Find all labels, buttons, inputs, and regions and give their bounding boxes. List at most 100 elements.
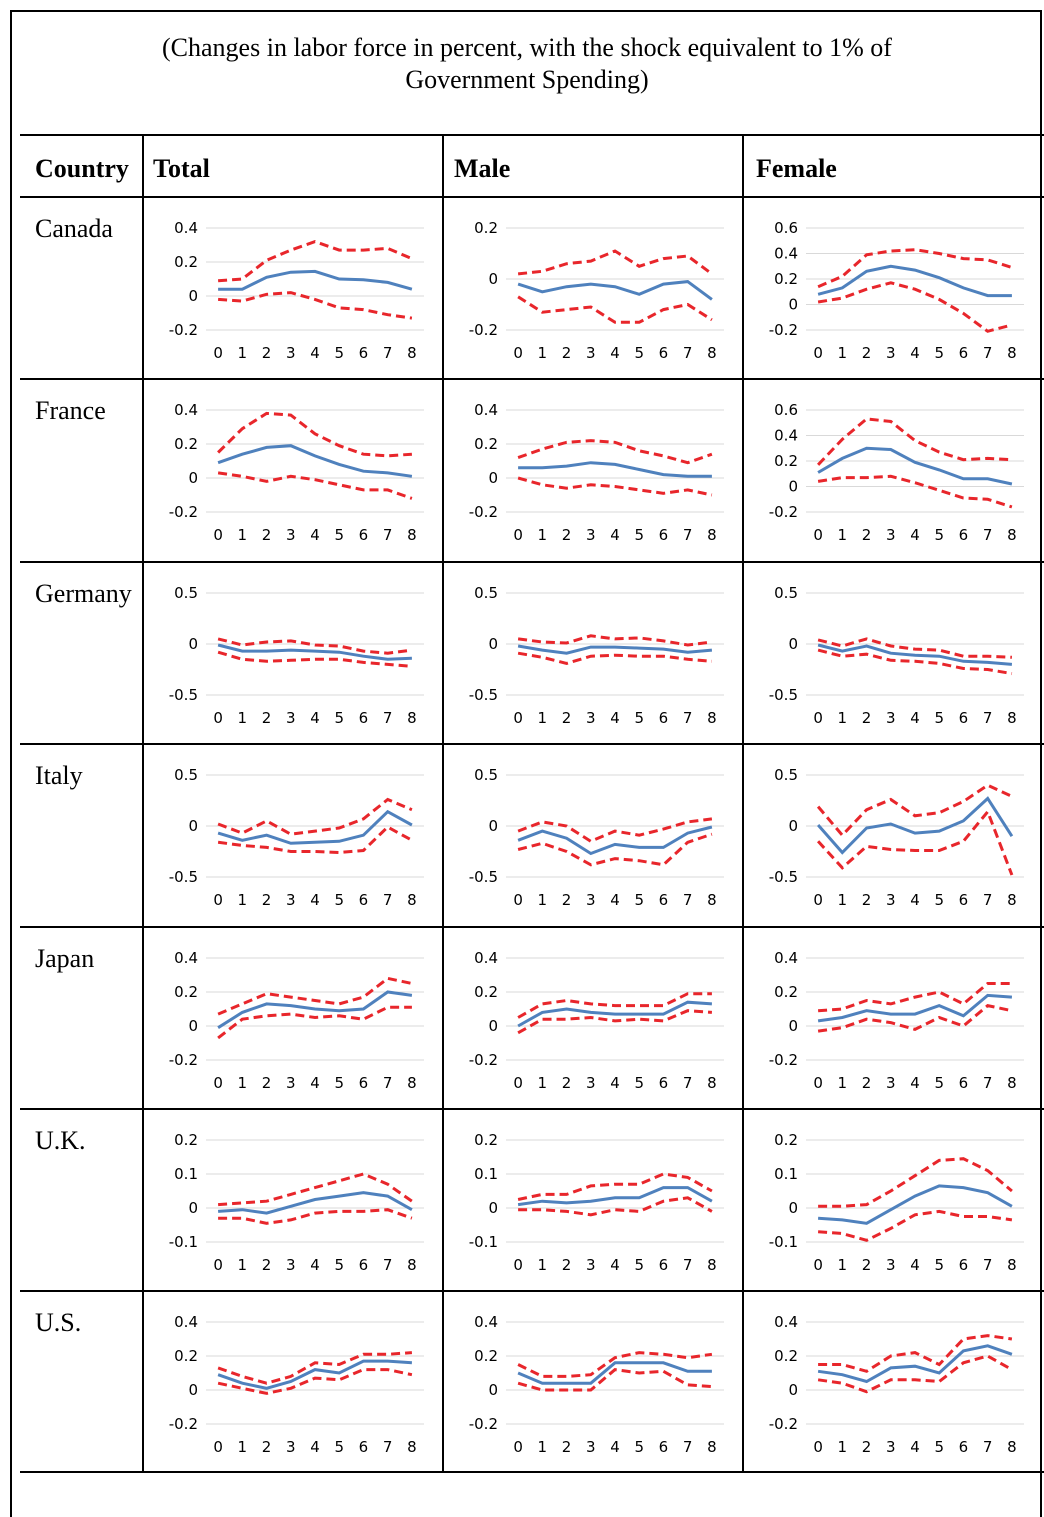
x-tick-label: 0: [813, 526, 823, 544]
y-tick-label: 0.6: [774, 219, 798, 237]
x-tick-label: 8: [407, 709, 417, 727]
lower-band-line: [817, 648, 1013, 675]
x-tick-label: 5: [934, 344, 944, 362]
x-tick-label: 7: [683, 526, 693, 544]
y-tick-label: 0.5: [174, 584, 198, 602]
x-tick-label: 5: [334, 891, 344, 909]
x-tick-label: 3: [586, 891, 596, 909]
x-tick-label: 7: [383, 1438, 393, 1456]
chart-u-s-total: 0.40.20-0.20 1 2 3 4 5 6 7 8: [169, 1313, 424, 1456]
chart-italy-male: 0.50-0.50 1 2 3 4 5 6 7 8: [469, 766, 724, 909]
y-tick-label: -0.2: [769, 321, 798, 339]
upper-band-line: [217, 797, 413, 836]
y-tick-label: 0.2: [174, 983, 198, 1001]
x-tick-label: 3: [886, 891, 896, 909]
x-tick-label: 7: [383, 1256, 393, 1274]
y-tick-label: 0.2: [774, 1131, 798, 1149]
column-divider-total: [442, 134, 444, 1473]
x-tick-label: 1: [838, 344, 848, 362]
y-tick-label: -0.1: [469, 1233, 498, 1251]
header-country: Country: [35, 154, 129, 183]
upper-band-line: [818, 1157, 1013, 1208]
y-tick-label: 0.2: [174, 1347, 198, 1365]
row-rule: [20, 378, 1044, 381]
caption-line-1: (Changes in labor force in percent, with…: [162, 33, 892, 62]
y-tick-label: -0.5: [469, 686, 498, 704]
x-tick-label: 1: [238, 1438, 248, 1456]
x-tick-label: 1: [538, 1074, 548, 1092]
x-tick-label: 7: [383, 709, 393, 727]
response-line: [816, 796, 1014, 855]
x-tick-label: 5: [634, 709, 644, 727]
lower-band-line: [817, 1354, 1013, 1394]
response-line: [517, 1000, 713, 1027]
x-tick-label: 3: [886, 709, 896, 727]
y-tick-label: 0: [488, 635, 498, 653]
x-tick-label: 1: [238, 1074, 248, 1092]
x-tick-label: 5: [334, 1074, 344, 1092]
y-tick-label: 0.4: [774, 245, 798, 263]
upper-band-line: [517, 439, 713, 465]
y-tick-label: 0.2: [174, 1131, 198, 1149]
upper-band-line: [517, 1351, 713, 1379]
x-tick-label: 5: [634, 526, 644, 544]
y-tick-label: 0: [188, 287, 198, 305]
y-tick-label: 0.2: [474, 983, 498, 1001]
x-tick-label: 2: [862, 891, 872, 909]
x-tick-label: 4: [610, 1256, 620, 1274]
x-tick-label: 4: [610, 344, 620, 362]
y-tick-label: 0: [788, 1199, 798, 1217]
y-tick-label: 0.5: [474, 584, 498, 602]
response-line: [518, 461, 712, 479]
x-tick-label: 7: [983, 1256, 993, 1274]
upper-band-line: [217, 412, 413, 458]
y-tick-label: 0: [788, 1017, 798, 1035]
chart-italy-total: 0.50-0.50 1 2 3 4 5 6 7 8: [169, 766, 424, 909]
x-tick-label: 8: [707, 1256, 717, 1274]
x-tick-label: 5: [334, 526, 344, 544]
x-tick-label: 1: [538, 709, 548, 727]
x-tick-label: 8: [1007, 344, 1017, 362]
x-tick-label: 1: [838, 1074, 848, 1092]
x-tick-label: 3: [286, 1438, 296, 1456]
x-tick-label: 8: [1007, 1256, 1017, 1274]
x-tick-label: 8: [1007, 526, 1017, 544]
x-tick-label: 4: [310, 1438, 320, 1456]
lower-band-line: [217, 1368, 413, 1396]
x-tick-label: 4: [910, 344, 920, 362]
y-tick-label: 0.4: [774, 949, 798, 967]
x-tick-label: 8: [407, 526, 417, 544]
x-tick-label: 1: [238, 891, 248, 909]
x-tick-label: 2: [262, 344, 272, 362]
x-tick-label: 5: [634, 891, 644, 909]
x-tick-label: 0: [513, 526, 523, 544]
lower-band-line: [217, 825, 413, 855]
x-tick-label: 2: [262, 1256, 272, 1274]
x-tick-label: 0: [513, 891, 523, 909]
response-line: [217, 643, 412, 661]
x-tick-label: 3: [286, 526, 296, 544]
y-tick-label: 0.4: [474, 401, 498, 419]
x-tick-label: 2: [862, 1074, 872, 1092]
x-tick-label: 4: [910, 1438, 920, 1456]
response-line: [517, 825, 713, 856]
upper-band-line: [517, 634, 713, 647]
x-tick-label: 0: [213, 526, 223, 544]
response-line: [217, 1359, 413, 1391]
y-tick-label: -0.5: [169, 868, 198, 886]
y-tick-label: 0: [488, 1017, 498, 1035]
figure-frame: (Changes in labor force in percent, with…: [10, 10, 1042, 1517]
lower-band-line: [817, 475, 1013, 509]
column-divider-male: [742, 134, 744, 1473]
lower-band-line: [517, 476, 713, 497]
upper-band-line: [517, 1172, 713, 1201]
x-tick-label: 4: [610, 1438, 620, 1456]
x-tick-label: 6: [359, 1074, 369, 1092]
x-tick-label: 3: [886, 1438, 896, 1456]
chart-japan-female: 0.40.20-0.20 1 2 3 4 5 6 7 8: [769, 949, 1024, 1092]
x-tick-label: 5: [934, 709, 944, 727]
figure-caption: (Changes in labor force in percent, with…: [12, 32, 1042, 96]
response-line: [817, 264, 1012, 298]
response-line: [517, 1361, 712, 1386]
x-tick-label: 3: [286, 1074, 296, 1092]
